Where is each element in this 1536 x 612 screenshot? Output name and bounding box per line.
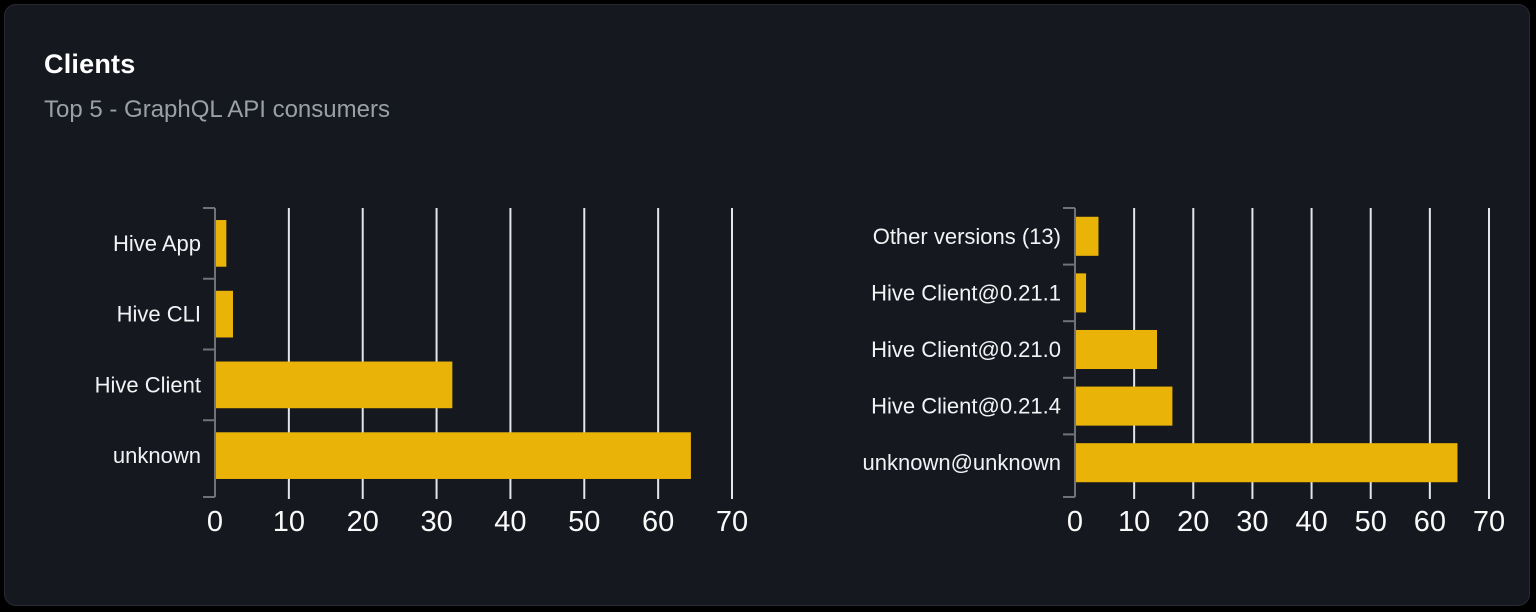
bar [1076,216,1099,256]
clients-by-name-chart: 0 10 20 30 40 50 60 70 Hive App Hive CLI Hive Clie… [95,207,748,538]
x-tick-label: 20 [1177,506,1209,538]
category-label: Other versions (13) [873,224,1061,249]
category-label: unknown [113,443,201,468]
category-label: Hive App [113,231,201,256]
x-tick-label: 50 [1355,506,1387,538]
x-tick-label: 40 [1295,506,1327,538]
category-label: Hive CLI [117,302,201,327]
category-label: Hive Client@0.21.0 [871,337,1061,362]
category-label: Hive Client@0.21.4 [871,394,1061,419]
x-tick-label: 60 [1414,506,1446,538]
bar [216,361,453,409]
x-tick-label: 30 [1236,506,1268,538]
card-subtitle: Top 5 - GraphQL API consumers [44,96,390,123]
x-tick-label: 0 [207,506,223,538]
bar [216,290,233,338]
category-label: Hive Client [95,372,201,397]
bar [1076,329,1158,370]
category-label: unknown@unknown [863,450,1061,475]
x-tick-label: 70 [1473,506,1505,538]
clients-card: Clients Top 5 - GraphQL API consumers 0 1… [4,4,1530,606]
bar [1076,386,1173,426]
category-label: Hive Client@0.21.1 [871,280,1061,305]
clients-by-version-chart: 0 10 20 30 40 50 60 70 Other versions (13) Hive C… [863,207,1505,538]
x-tick-label: 10 [1118,506,1150,538]
bar [216,220,227,267]
bar [1076,443,1458,483]
bar [1076,273,1087,313]
card-title: Clients [44,49,136,79]
x-tick-label: 60 [642,506,674,538]
x-tick-label: 70 [716,506,748,538]
card-header: Clients Top 5 - GraphQL API consumers [44,47,390,125]
bar [216,432,691,479]
x-tick-label: 50 [568,506,600,538]
x-tick-label: 10 [273,506,305,538]
x-tick-label: 20 [347,506,379,538]
x-tick-label: 0 [1067,506,1083,538]
x-tick-label: 30 [420,506,452,538]
x-tick-label: 40 [494,506,526,538]
